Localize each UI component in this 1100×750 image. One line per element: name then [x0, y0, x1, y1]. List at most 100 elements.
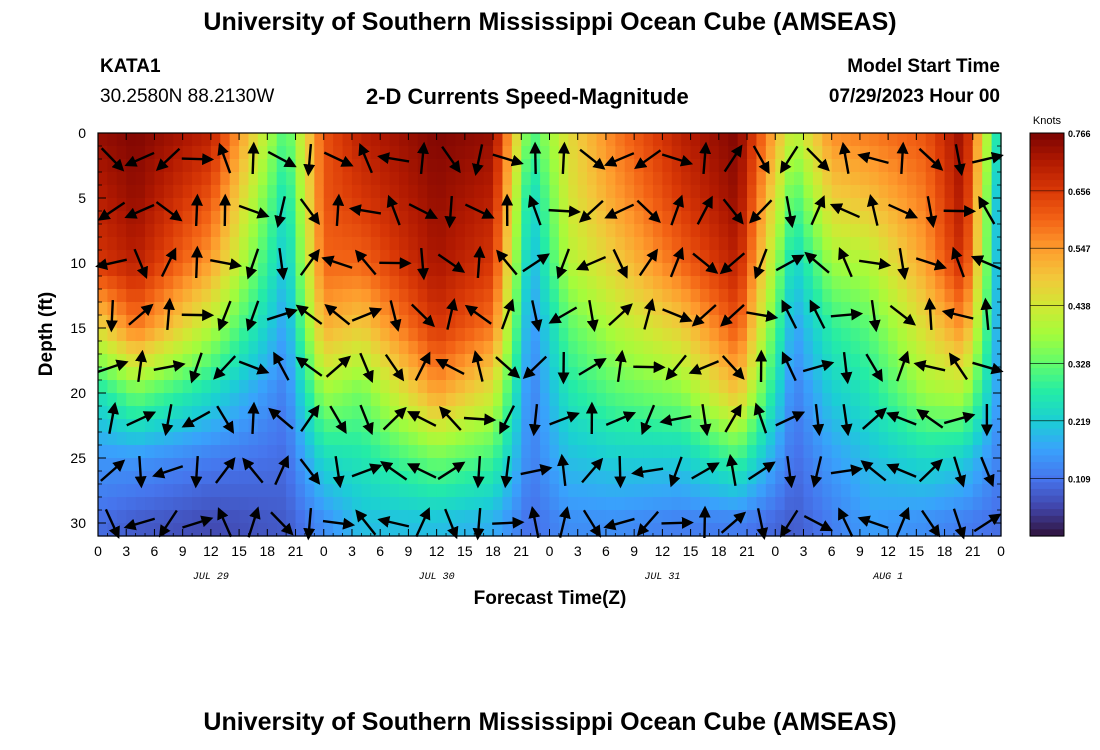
- heatmap-cell: [803, 432, 814, 446]
- heatmap-cell: [728, 328, 739, 342]
- heatmap-cell: [634, 354, 645, 368]
- heatmap-cell: [417, 419, 428, 433]
- heatmap-cell: [126, 172, 137, 186]
- heatmap-cell: [192, 406, 203, 420]
- heatmap-cell: [464, 445, 475, 459]
- colorbar-segment: [1030, 435, 1064, 443]
- colorbar-segment: [1030, 368, 1064, 376]
- heatmap-cell: [182, 172, 193, 186]
- heatmap-cell: [257, 419, 268, 433]
- heatmap-cell: [671, 432, 682, 446]
- heatmap-cell: [323, 276, 334, 290]
- heatmap-cell: [323, 133, 334, 147]
- heatmap-cell: [530, 458, 541, 472]
- heatmap-cell: [220, 289, 231, 303]
- heatmap-cell: [342, 367, 353, 381]
- heatmap-cell: [747, 263, 758, 277]
- heatmap-cell: [549, 185, 560, 199]
- heatmap-cell: [427, 445, 438, 459]
- heatmap-cell: [530, 133, 541, 147]
- heatmap-cell: [220, 523, 231, 537]
- current-arrow: [830, 464, 864, 477]
- heatmap-cell: [380, 198, 391, 212]
- heatmap-cell: [747, 497, 758, 511]
- heatmap-cell: [257, 263, 268, 277]
- heatmap-cell: [671, 393, 682, 407]
- heatmap-cell: [718, 133, 729, 147]
- heatmap-cell: [897, 406, 908, 420]
- heatmap-cell: [888, 159, 899, 173]
- heatmap-cell: [116, 380, 127, 394]
- heatmap-cell: [822, 289, 833, 303]
- heatmap-cell: [812, 328, 823, 342]
- heatmap-cell: [239, 510, 250, 524]
- heatmap-cell: [427, 328, 438, 342]
- heatmap-cell: [502, 497, 513, 511]
- heatmap-cell: [173, 250, 184, 264]
- heatmap-cell: [982, 458, 993, 472]
- heatmap-cell: [314, 341, 325, 355]
- heatmap-cell: [925, 198, 936, 212]
- heatmap-cell: [634, 250, 645, 264]
- heatmap-cell: [474, 237, 485, 251]
- heatmap-cell: [399, 146, 410, 160]
- current-arrow: [895, 506, 910, 538]
- heatmap-cell: [587, 211, 598, 225]
- current-arrow: [181, 410, 211, 428]
- heatmap-cell: [982, 523, 993, 537]
- heatmap-cell: [897, 523, 908, 537]
- heatmap-cell: [521, 250, 532, 264]
- heatmap-cell: [257, 146, 268, 160]
- heatmap-cell: [135, 289, 146, 303]
- heatmap-cell: [276, 393, 287, 407]
- heatmap-cell: [596, 276, 607, 290]
- colorbar-segment: [1030, 448, 1064, 456]
- heatmap-cell: [925, 406, 936, 420]
- heatmap-cell: [718, 250, 729, 264]
- heatmap-cell: [145, 237, 156, 251]
- heatmap-cell: [718, 510, 729, 524]
- heatmap-cell: [652, 172, 663, 186]
- heatmap-cell: [652, 354, 663, 368]
- heatmap-cell: [276, 406, 287, 420]
- heatmap-cell: [850, 172, 861, 186]
- current-arrow: [358, 142, 373, 174]
- heatmap-cell: [897, 250, 908, 264]
- heatmap-cell: [991, 497, 1002, 511]
- heatmap-cell: [803, 133, 814, 147]
- heatmap-cell: [201, 211, 212, 225]
- heatmap-cell: [417, 289, 428, 303]
- heatmap-cell: [408, 224, 419, 238]
- heatmap-cell: [643, 471, 654, 485]
- heatmap-cell: [615, 341, 626, 355]
- colorbar-segment: [1030, 213, 1064, 221]
- heatmap-cell: [728, 497, 739, 511]
- heatmap-cell: [192, 315, 203, 329]
- current-arrow: [325, 355, 351, 378]
- heatmap-cell: [568, 510, 579, 524]
- heatmap-cell: [257, 198, 268, 212]
- heatmap-cell: [201, 159, 212, 173]
- heatmap-cell: [493, 419, 504, 433]
- heatmap-cell: [596, 302, 607, 316]
- heatmap-cell: [464, 471, 475, 485]
- current-arrow: [896, 350, 910, 382]
- heatmap-cell: [173, 185, 184, 199]
- heatmap-cell: [718, 146, 729, 160]
- heatmap-cell: [747, 458, 758, 472]
- heatmap-cell: [304, 432, 315, 446]
- heatmap-cell: [643, 510, 654, 524]
- heatmap-cell: [248, 523, 259, 537]
- heatmap-cell: [163, 276, 174, 290]
- heatmap-cell: [681, 354, 692, 368]
- colorbar-segment: [1030, 146, 1064, 154]
- heatmap-cell: [98, 198, 109, 212]
- heatmap-cell: [681, 458, 692, 472]
- heatmap-cell: [982, 250, 993, 264]
- heatmap-cell: [182, 341, 193, 355]
- current-arrow: [669, 246, 685, 278]
- heatmap-cell: [690, 328, 701, 342]
- heatmap-cell: [953, 146, 964, 160]
- heatmap-cell: [624, 497, 635, 511]
- heatmap-cell: [493, 510, 504, 524]
